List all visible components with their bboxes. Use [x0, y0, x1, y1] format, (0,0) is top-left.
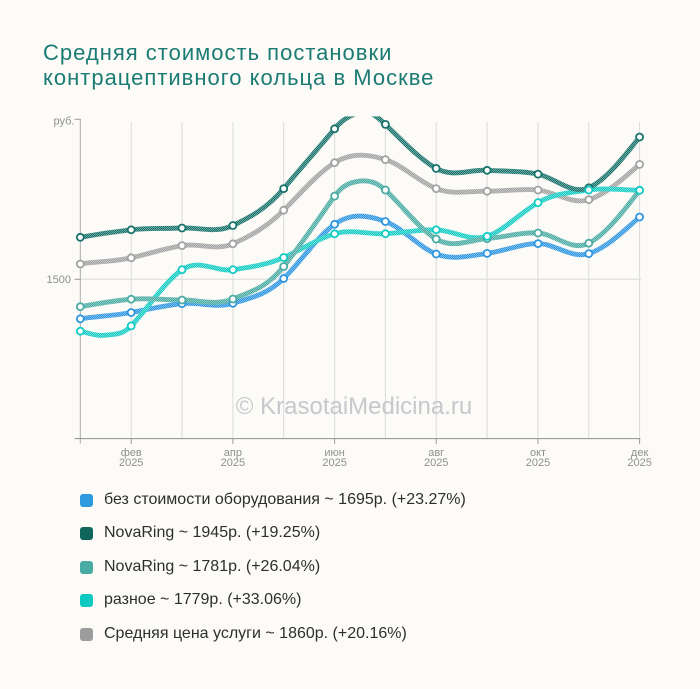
svg-text:2025: 2025	[221, 457, 245, 469]
svg-text:2025: 2025	[322, 457, 346, 469]
svg-text:© KrasotaiMedicina.ru: © KrasotaiMedicina.ru	[236, 393, 472, 420]
svg-text:авг: авг	[428, 447, 444, 459]
svg-text:окт: окт	[530, 447, 546, 459]
svg-text:1500: 1500	[47, 274, 71, 286]
svg-text:июн: июн	[324, 447, 344, 459]
svg-text:2025: 2025	[119, 457, 143, 469]
svg-text:2025: 2025	[424, 457, 448, 469]
svg-text:фев: фев	[121, 447, 142, 459]
svg-text:2025: 2025	[526, 457, 550, 469]
svg-text:апр: апр	[224, 447, 242, 459]
svg-text:руб.: руб.	[54, 115, 75, 127]
svg-text:2025: 2025	[627, 457, 651, 469]
svg-text:дек: дек	[631, 447, 649, 459]
